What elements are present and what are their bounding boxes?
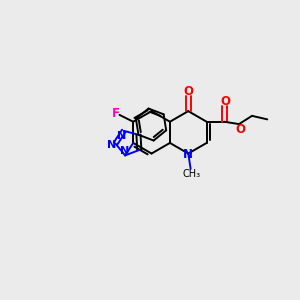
Text: N: N xyxy=(121,146,130,156)
Text: N: N xyxy=(117,130,127,140)
Text: CH₃: CH₃ xyxy=(183,169,201,179)
Text: O: O xyxy=(220,95,230,108)
Text: N: N xyxy=(183,148,193,160)
Text: F: F xyxy=(112,107,120,120)
Text: N: N xyxy=(107,140,116,150)
Text: O: O xyxy=(236,123,245,136)
Text: O: O xyxy=(183,85,193,98)
